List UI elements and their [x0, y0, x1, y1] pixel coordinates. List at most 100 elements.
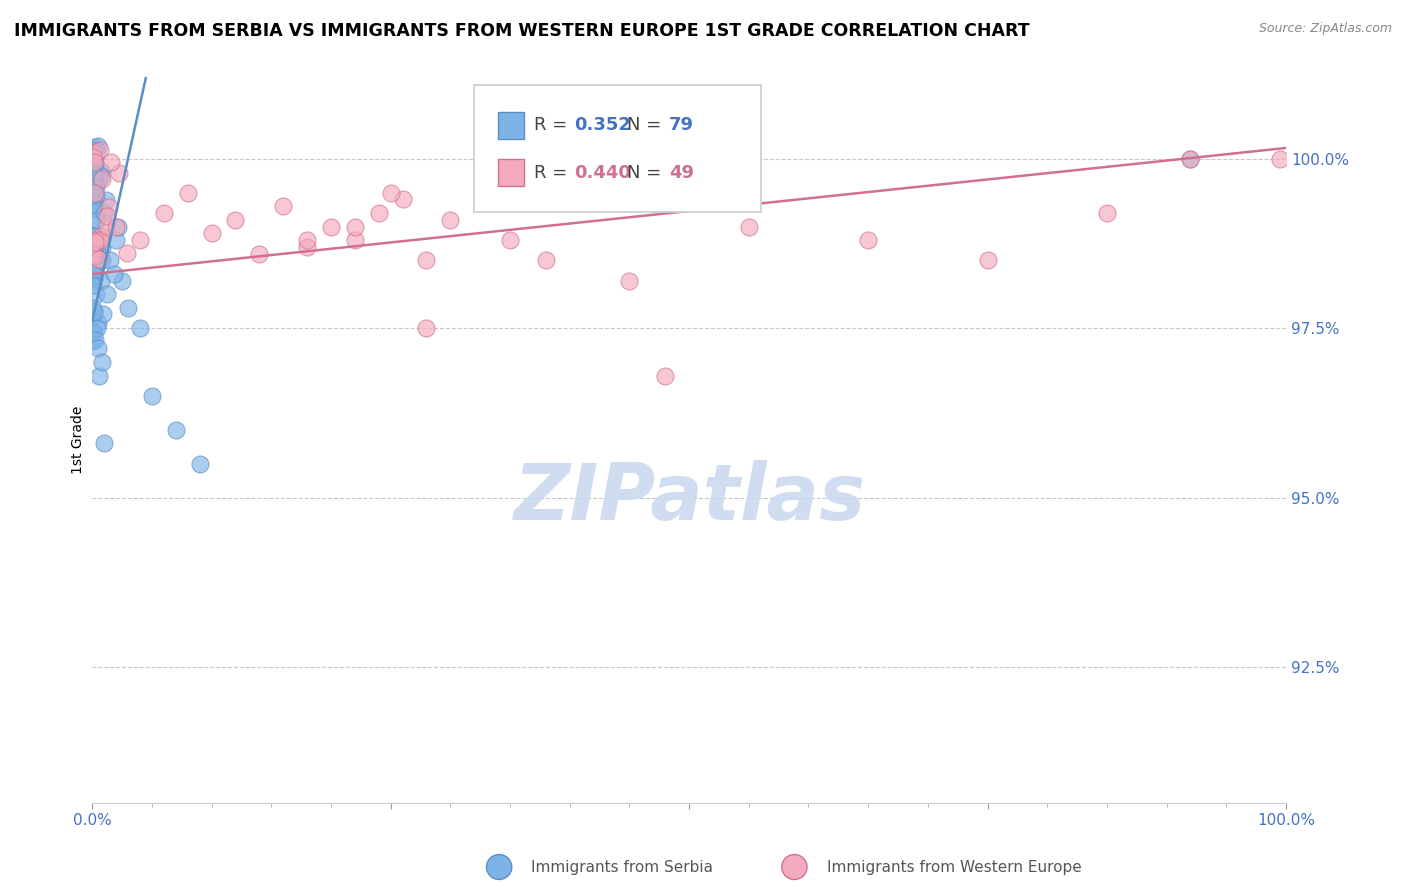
Point [82, 184, 104, 198]
Point [87, 172, 110, 186]
Point [86, 316, 108, 330]
Point [86, 212, 108, 227]
Point [82, 334, 104, 349]
Point [96, 219, 118, 233]
Text: N =: N = [627, 116, 666, 135]
Point [87, 233, 110, 247]
Point [87, 138, 110, 153]
Point [86, 144, 108, 158]
Point [83, 272, 105, 286]
Point [271, 199, 294, 213]
Point [141, 389, 163, 403]
Point [82, 272, 104, 286]
Point [83, 241, 105, 255]
Point [84, 140, 107, 154]
Point [82, 265, 104, 279]
Point [295, 240, 318, 254]
Point [129, 321, 152, 335]
Point [84, 235, 107, 249]
Point [499, 233, 522, 247]
Point [439, 212, 461, 227]
Text: ZIPatlas: ZIPatlas [513, 460, 865, 536]
Point [105, 233, 128, 247]
Text: IMMIGRANTS FROM SERBIA VS IMMIGRANTS FROM WESTERN EUROPE 1ST GRADE CORRELATION C: IMMIGRANTS FROM SERBIA VS IMMIGRANTS FRO… [14, 22, 1029, 40]
Point [90, 274, 112, 288]
Point [738, 219, 761, 234]
Point [654, 368, 676, 383]
Point [153, 206, 176, 220]
Point [83, 249, 105, 263]
Point [84, 177, 107, 191]
Point [343, 219, 366, 234]
Point [84, 189, 107, 203]
Point [111, 274, 134, 288]
Point [90, 163, 112, 178]
Text: Source: ZipAtlas.com: Source: ZipAtlas.com [1258, 22, 1392, 36]
Point [86, 228, 108, 243]
Point [117, 245, 139, 260]
Text: 0.440: 0.440 [575, 164, 631, 182]
Point [82, 238, 104, 252]
Point [319, 219, 342, 234]
Point [87, 342, 110, 356]
Point [83, 333, 105, 347]
Point [1180, 152, 1202, 166]
Point [83, 305, 105, 319]
Point [107, 219, 129, 234]
Point [83, 168, 105, 182]
Text: R =: R = [534, 116, 572, 135]
Point [105, 219, 128, 234]
Point [83, 186, 105, 201]
Point [247, 246, 270, 260]
Point [93, 436, 115, 450]
Point [84, 157, 107, 171]
Point [1095, 206, 1118, 220]
Point [367, 206, 389, 220]
Point [1180, 152, 1202, 166]
Point [82, 146, 104, 161]
Point [90, 253, 112, 268]
Point [83, 326, 105, 341]
Point [380, 186, 402, 200]
Point [976, 253, 998, 268]
Text: 79: 79 [669, 116, 693, 135]
Text: Immigrants from Western Europe: Immigrants from Western Europe [827, 860, 1081, 874]
Point [89, 143, 111, 157]
Point [83, 177, 105, 191]
FancyBboxPatch shape [498, 159, 524, 186]
Point [98, 200, 121, 214]
Point [89, 368, 111, 383]
Point [83, 249, 105, 263]
Point [91, 307, 114, 321]
Point [82, 162, 104, 177]
Point [856, 233, 879, 247]
Point [86, 244, 108, 258]
Point [619, 274, 641, 288]
Point [83, 238, 105, 252]
Point [91, 172, 114, 186]
Point [129, 233, 152, 247]
Point [84, 268, 107, 283]
Point [84, 180, 107, 194]
Point [415, 253, 437, 268]
Point [86, 320, 108, 334]
Point [83, 262, 105, 277]
Point [96, 209, 118, 223]
Point [108, 166, 131, 180]
Point [82, 278, 104, 293]
Point [83, 195, 105, 210]
Text: N =: N = [627, 164, 666, 182]
Point [82, 301, 104, 315]
Point [1268, 152, 1291, 166]
Point [93, 206, 115, 220]
Point [83, 154, 105, 169]
Point [83, 197, 105, 211]
Point [90, 169, 112, 184]
Point [83, 190, 105, 204]
Point [224, 212, 246, 227]
Point [90, 355, 112, 369]
Point [534, 253, 557, 268]
Point [188, 457, 211, 471]
Point [82, 248, 104, 262]
Point [98, 253, 121, 268]
